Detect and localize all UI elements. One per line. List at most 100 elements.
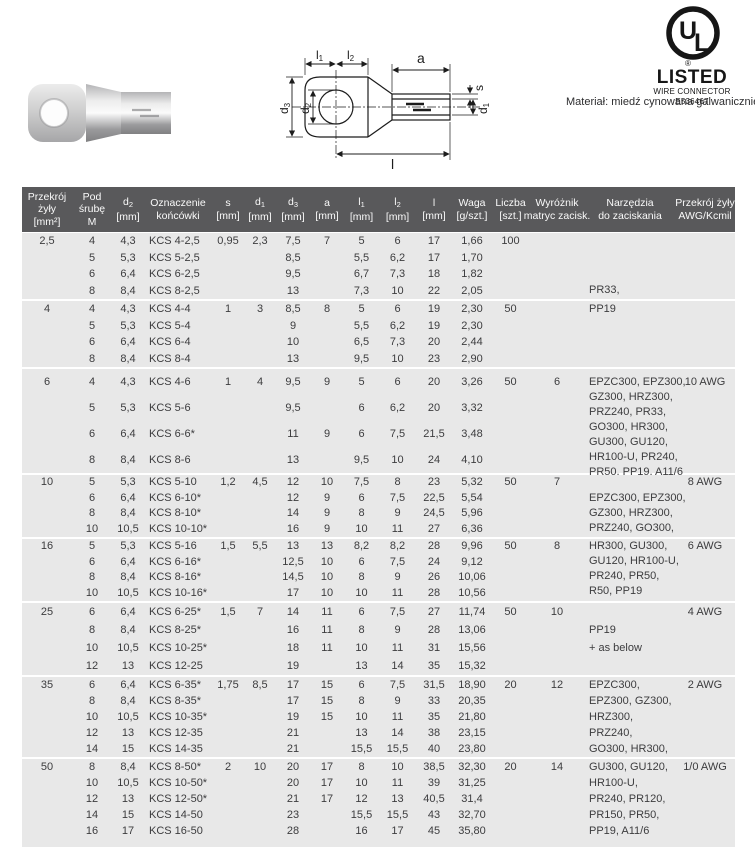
cell-l2: 10 [391, 761, 404, 773]
cell-weight: 11,74 [458, 606, 486, 618]
cell-a: 10 [320, 571, 334, 583]
tool-line: GO300, HR300, [589, 420, 668, 433]
cell-weight: 31,25 [458, 777, 486, 789]
cell-l2: 11 [391, 642, 404, 654]
cell-l1: 6 [358, 491, 365, 504]
cell-s: 2 [224, 761, 232, 773]
table-body: 2,5 0,95 2,3 100 PR33, 4 4,3 KCS 4-2,5 7,5 7 5 6 17 1… [22, 233, 735, 847]
cell-designation: KCS 6-4 [149, 336, 191, 348]
cell-screw: 6 [88, 606, 96, 618]
cell-designation: KCS 8-4 [149, 352, 191, 365]
cell-d3: 8,5 [285, 251, 301, 264]
header-l2: l2 [mm] [385, 195, 410, 224]
cell-l: 19 [427, 319, 441, 332]
cell-l1: 8 [358, 761, 365, 773]
cell-d2: 10,5 [117, 711, 139, 723]
cell-a: 10 [320, 555, 334, 568]
dimension-drawing: l1 l2 a s d1 d2 d3 l [280, 48, 491, 172]
cell-screw: 8 [88, 571, 96, 583]
cell-d2: 6,4 [120, 606, 136, 618]
cell-a: 10 [320, 586, 334, 599]
cell-size: 2,5 [39, 235, 55, 247]
cell-l2: 17 [391, 825, 404, 837]
cell-l1: 6,7 [353, 268, 370, 280]
cell-designation: KCS 12-50* [149, 793, 208, 805]
tool-line: PR240, PR50, [589, 570, 660, 583]
cell-l1: 5,5 [353, 319, 370, 332]
cell-d2: 4,3 [120, 376, 136, 388]
cell-d1: 8,5 [252, 679, 268, 691]
tool-line: PP19, A11/6 [589, 825, 650, 837]
cell-tools: PP19 + as below [585, 603, 675, 675]
cell-l2: 8,2 [389, 540, 406, 552]
cell-die-code: 8 [553, 540, 561, 552]
cell-l1: 8 [358, 695, 365, 707]
tool-line: HR100-U, PR240, [589, 450, 678, 463]
cell-d3: 28 [286, 825, 300, 837]
cell-tools: GU300, GU120, HR100-U, PR240, PR120, PR150,… [585, 759, 675, 839]
cell-screw: 4 [88, 235, 96, 247]
header-weight: Waga [g/szt.] [456, 197, 488, 222]
cell-d3: 23 [286, 809, 300, 821]
cell-l2: 7,3 [389, 336, 406, 348]
cell-size: 25 [40, 606, 54, 618]
cell-awg: 1/0 AWG [683, 761, 727, 773]
cell-screw: 6 [88, 491, 96, 504]
cell-l: 23 [427, 352, 441, 365]
cell-screw: 8 [88, 624, 96, 636]
cell-screw: 10 [85, 586, 99, 599]
cell-screw: 6 [88, 268, 96, 280]
cell-screw: 6 [88, 336, 96, 348]
cell-screw: 8 [88, 761, 96, 773]
registered-mark: ® [685, 59, 691, 68]
cell-s: 1,75 [217, 679, 239, 691]
cell-l2: 6 [394, 303, 401, 315]
cell-a: 11 [321, 624, 333, 636]
cell-a: 15 [320, 679, 334, 691]
cell-l2: 9 [394, 695, 401, 707]
cell-l2: 11 [391, 777, 404, 789]
cell-designation: KCS 8-35* [149, 695, 201, 707]
cell-d2: 6,4 [120, 555, 136, 568]
cell-l2: 14 [391, 727, 404, 739]
cell-l2: 6 [394, 376, 401, 388]
cell-l2: 9 [394, 624, 401, 636]
cell-l: 45 [427, 825, 441, 837]
cell-l2: 14 [391, 660, 404, 672]
cell-d3: 9 [289, 319, 297, 332]
cell-l: 24 [427, 555, 441, 568]
cell-d2: 8,4 [120, 571, 136, 583]
cell-l: 28 [427, 540, 441, 552]
cell-d2: 5,3 [120, 319, 136, 332]
cell-l1: 8 [358, 507, 365, 519]
tool-line: GU300, GU120, [589, 435, 668, 448]
cell-weight: 5,54 [461, 491, 483, 504]
cell-d2: 5,3 [120, 251, 136, 264]
cell-d1: 7 [256, 606, 264, 618]
cell-d2: 13 [121, 660, 135, 672]
table-header: Przekrój żyły [mm²] Pod śrubę M d2 [mm] Oznaczen… [22, 187, 735, 232]
cell-l1: 6 [358, 679, 365, 691]
cell-a: 9 [323, 491, 331, 504]
cell-a: 9 [323, 507, 331, 519]
ul-circle [666, 6, 720, 60]
cell-size: 4 [43, 303, 51, 315]
cell-l1: 10 [355, 586, 368, 599]
cell-d3: 19 [286, 660, 300, 672]
cell-l2: 13 [391, 793, 404, 805]
cell-l: 21,5 [423, 428, 445, 440]
cell-count: 20 [504, 761, 517, 773]
cell-l1: 6 [358, 606, 365, 618]
cell-a: 11 [321, 606, 333, 618]
cell-screw: 16 [85, 825, 99, 837]
cell-l2: 6,2 [389, 402, 406, 414]
ul-logo: U L ® [666, 6, 720, 68]
tool-line: PP19 [589, 302, 616, 315]
cell-l1: 9,5 [353, 454, 370, 466]
cell-weight: 2,05 [461, 284, 483, 297]
cell-designation: KCS 10-25* [149, 642, 208, 654]
cell-d1: 2,3 [252, 235, 268, 247]
cell-l1: 8,2 [353, 540, 370, 552]
cell-size: 50 [40, 761, 54, 773]
